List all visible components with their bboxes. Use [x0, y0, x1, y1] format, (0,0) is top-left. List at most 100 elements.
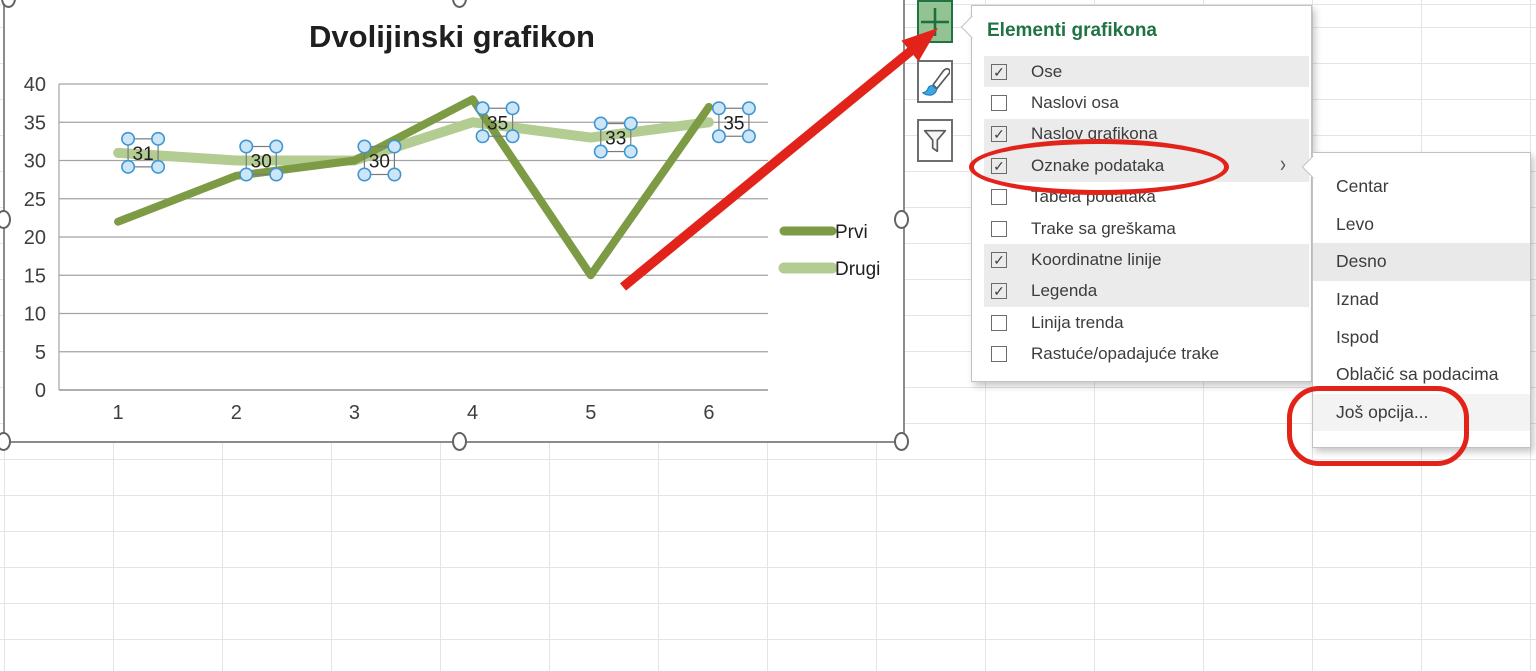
selection-handle[interactable] — [593, 116, 608, 131]
resize-handle-bottom-middle[interactable] — [452, 432, 467, 451]
selection-handle[interactable] — [623, 116, 638, 131]
selection-handle[interactable] — [711, 101, 726, 116]
menu-item-label: Rastuće/opadajuće trake — [1031, 344, 1220, 364]
data-label[interactable]: 31 — [121, 131, 166, 174]
menu-item-linija-trenda[interactable]: Linija trenda — [984, 307, 1309, 338]
selection-handle[interactable] — [475, 101, 490, 116]
data-label[interactable]: 35 — [711, 101, 756, 144]
resize-handle-bottom-left[interactable] — [0, 432, 11, 451]
checkbox-unchecked-icon[interactable] — [991, 346, 1007, 363]
data-label-box[interactable] — [245, 145, 277, 176]
chart-elements-button[interactable] — [917, 0, 953, 43]
menu-item-label: Legenda — [1031, 281, 1098, 301]
submenu-item-iznad[interactable]: Iznad — [1313, 281, 1530, 319]
selection-handle[interactable] — [623, 144, 638, 159]
data-label-value: 35 — [487, 113, 508, 134]
y-axis-tick-label[interactable]: 5 — [35, 342, 46, 364]
y-axis-tick-label[interactable]: 20 — [24, 227, 46, 249]
menu-item-rastu-e-opadaju-e-trake[interactable]: Rastuće/opadajuće trake — [984, 339, 1309, 370]
y-axis-tick-label[interactable]: 0 — [35, 380, 46, 402]
submenu-item-levo[interactable]: Levo — [1313, 206, 1530, 244]
checkbox-checked-icon[interactable]: ✓ — [991, 63, 1007, 80]
selection-handle[interactable] — [357, 167, 372, 182]
data-label-box[interactable] — [481, 107, 514, 137]
checkbox-unchecked-icon[interactable] — [991, 314, 1007, 331]
menu-item-label: Ose — [1031, 61, 1063, 81]
legend-label-drugi[interactable]: Drugi — [835, 259, 880, 280]
menu-item-legenda[interactable]: ✓ Legenda — [984, 275, 1309, 308]
x-axis-tick-label[interactable]: 6 — [703, 402, 714, 424]
checkbox-checked-icon[interactable]: ✓ — [991, 283, 1007, 300]
submenu-item-ispod[interactable]: Ispod — [1313, 318, 1530, 356]
menu-item-naslovi-osa[interactable]: Naslovi osa — [984, 87, 1309, 118]
resize-handle-bottom-right[interactable] — [894, 432, 909, 451]
data-label-value: 30 — [251, 152, 272, 173]
selection-handle[interactable] — [505, 129, 520, 144]
data-label-box[interactable] — [363, 145, 396, 176]
y-axis-tick-label[interactable]: 25 — [24, 189, 46, 211]
checkbox-checked-icon[interactable]: ✓ — [991, 252, 1007, 269]
menu-item-label: Oznake podataka — [1031, 155, 1165, 175]
checkbox-unchecked-icon[interactable] — [991, 220, 1007, 237]
menu-item-label: Trake sa greškama — [1031, 218, 1176, 238]
submenu-item-obla-i-sa-podacima[interactable]: Oblačić sa podacima — [1313, 356, 1530, 394]
y-axis-tick-label[interactable]: 35 — [24, 112, 46, 134]
checkbox-checked-icon[interactable]: ✓ — [991, 126, 1007, 143]
x-axis-tick-label[interactable]: 4 — [467, 402, 478, 424]
resize-handle-middle-left[interactable] — [0, 210, 11, 229]
x-axis-tick-label[interactable]: 2 — [231, 402, 242, 424]
checkbox-unchecked-icon[interactable] — [991, 95, 1007, 112]
submenu-chevron-icon[interactable]: › — [1280, 150, 1286, 178]
menu-item-tabela-podataka[interactable]: Tabela podataka — [984, 182, 1309, 213]
selection-handle[interactable] — [239, 167, 254, 182]
selection-handle[interactable] — [269, 139, 284, 154]
data-label[interactable]: 33 — [593, 116, 638, 159]
menu-item-naslov-grafikona[interactable]: ✓ Naslov grafikona — [984, 118, 1309, 151]
data-label-value: 33 — [605, 129, 626, 150]
selection-handle[interactable] — [239, 139, 254, 154]
submenu-item-desno[interactable]: Desno — [1313, 243, 1530, 281]
series-line-prvi[interactable] — [114, 95, 713, 280]
menu-item-oznake-podataka[interactable]: ✓ Oznake podataka › — [984, 150, 1309, 182]
selection-handle[interactable] — [741, 101, 756, 116]
selection-handle[interactable] — [593, 144, 608, 159]
resize-handle-middle-right[interactable] — [894, 210, 909, 229]
y-axis-tick-label[interactable]: 30 — [24, 151, 46, 173]
selection-handle[interactable] — [269, 167, 284, 182]
y-axis-tick-label[interactable]: 15 — [24, 265, 46, 287]
data-label[interactable]: 35 — [475, 101, 520, 144]
selection-handle[interactable] — [151, 131, 166, 146]
selection-handle[interactable] — [741, 129, 756, 144]
checkbox-unchecked-icon[interactable] — [991, 189, 1007, 206]
selection-handle[interactable] — [387, 139, 402, 154]
submenu-item-centar[interactable]: Centar — [1313, 168, 1530, 206]
selection-handle[interactable] — [505, 101, 520, 116]
data-label-box[interactable] — [127, 138, 159, 168]
selection-handle[interactable] — [121, 131, 136, 146]
x-axis-tick-label[interactable]: 3 — [349, 402, 360, 424]
selection-handle[interactable] — [475, 129, 490, 144]
menu-item-ose[interactable]: ✓ Ose — [984, 56, 1309, 88]
menu-item-trake-sa-gre-kama[interactable]: Trake sa greškama — [984, 213, 1309, 244]
selection-handle[interactable] — [387, 167, 402, 182]
series-line-drugi[interactable] — [113, 117, 714, 166]
data-label[interactable]: 30 — [239, 139, 284, 182]
selection-handle[interactable] — [357, 139, 372, 154]
x-axis-tick-label[interactable]: 1 — [113, 402, 124, 424]
selection-handle[interactable] — [711, 129, 726, 144]
chart-object[interactable]: 0 5 10 15 20 25 30 35 40 1 2 3 4 5 6 Dvolijinski grafik… — [3, 0, 905, 443]
funnel-icon — [923, 129, 947, 152]
selection-handle[interactable] — [151, 159, 166, 174]
chart-filters-button[interactable] — [917, 119, 953, 162]
chart-styles-button[interactable] — [917, 60, 953, 103]
selection-handle[interactable] — [121, 159, 136, 174]
menu-item-koordinatne-linije[interactable]: ✓ Koordinatne linije — [984, 244, 1309, 276]
data-label[interactable]: 30 — [357, 139, 402, 182]
chart-title[interactable]: Dvolijinski grafikon — [309, 19, 595, 54]
x-axis-tick-label[interactable]: 5 — [585, 402, 596, 424]
y-axis-tick-label[interactable]: 10 — [24, 304, 46, 326]
y-axis-tick-label[interactable]: 40 — [24, 74, 46, 96]
legend-label-prvi[interactable]: Prvi — [835, 222, 868, 243]
submenu-item-jo-opcija[interactable]: Još opcija... — [1313, 393, 1530, 432]
checkbox-checked-icon[interactable]: ✓ — [991, 157, 1007, 174]
